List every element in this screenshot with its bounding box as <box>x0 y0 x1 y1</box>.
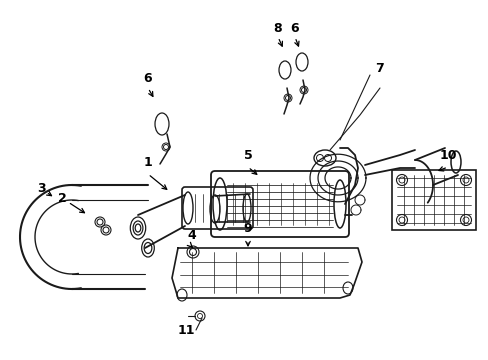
Text: 11: 11 <box>178 324 195 337</box>
Text: 10: 10 <box>438 149 456 162</box>
Text: 6: 6 <box>290 22 299 35</box>
Bar <box>391 170 475 230</box>
Text: 7: 7 <box>375 62 384 75</box>
Text: 6: 6 <box>143 72 152 85</box>
Text: 5: 5 <box>243 149 252 162</box>
Text: 3: 3 <box>38 181 46 194</box>
Text: 9: 9 <box>243 221 252 234</box>
Text: 2: 2 <box>58 192 66 204</box>
Text: 1: 1 <box>143 156 152 168</box>
Text: 4: 4 <box>187 229 196 242</box>
Text: 8: 8 <box>273 22 282 35</box>
